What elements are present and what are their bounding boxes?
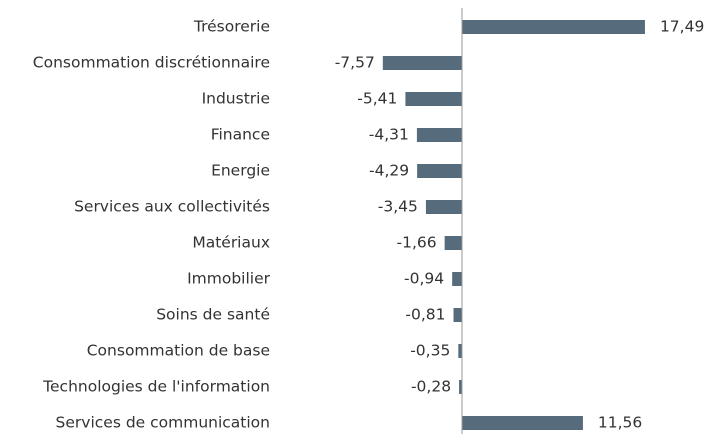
value-label: -4,31 (369, 126, 409, 144)
bar (416, 128, 462, 142)
value-label: -1,66 (397, 234, 437, 252)
value-label: -3,45 (378, 198, 418, 216)
value-label: -0,28 (411, 378, 451, 396)
bar (459, 380, 462, 394)
category-label: Consommation discrétionnaire (33, 54, 270, 72)
bar (382, 56, 462, 70)
value-label: -0,35 (410, 342, 450, 360)
value-label: -0,94 (404, 270, 444, 288)
category-label: Trésorerie (193, 18, 270, 36)
bar (452, 272, 462, 286)
bar (405, 92, 462, 106)
value-label: -7,57 (335, 54, 375, 72)
value-label: 17,49 (660, 18, 704, 36)
bar (462, 416, 583, 430)
value-label: -4,29 (369, 162, 409, 180)
bar (417, 164, 462, 178)
category-label: Consommation de base (87, 342, 270, 360)
value-label: -0,81 (405, 306, 445, 324)
value-label: 11,56 (598, 414, 642, 432)
category-label: Technologies de l'information (42, 378, 270, 396)
category-label: Industrie (202, 90, 270, 108)
category-label: Soins de santé (156, 306, 270, 324)
bar (458, 344, 462, 358)
category-label: Services aux collectivités (74, 198, 270, 216)
bar (425, 200, 462, 214)
value-label: -5,41 (357, 90, 397, 108)
category-label: Services de communication (56, 414, 270, 432)
bar (462, 20, 645, 34)
bar (453, 308, 462, 322)
category-label: Matériaux (192, 234, 270, 252)
category-label: Immobilier (187, 270, 271, 288)
category-label: Energie (211, 162, 270, 180)
bar (444, 236, 462, 250)
category-label: Finance (211, 126, 270, 144)
